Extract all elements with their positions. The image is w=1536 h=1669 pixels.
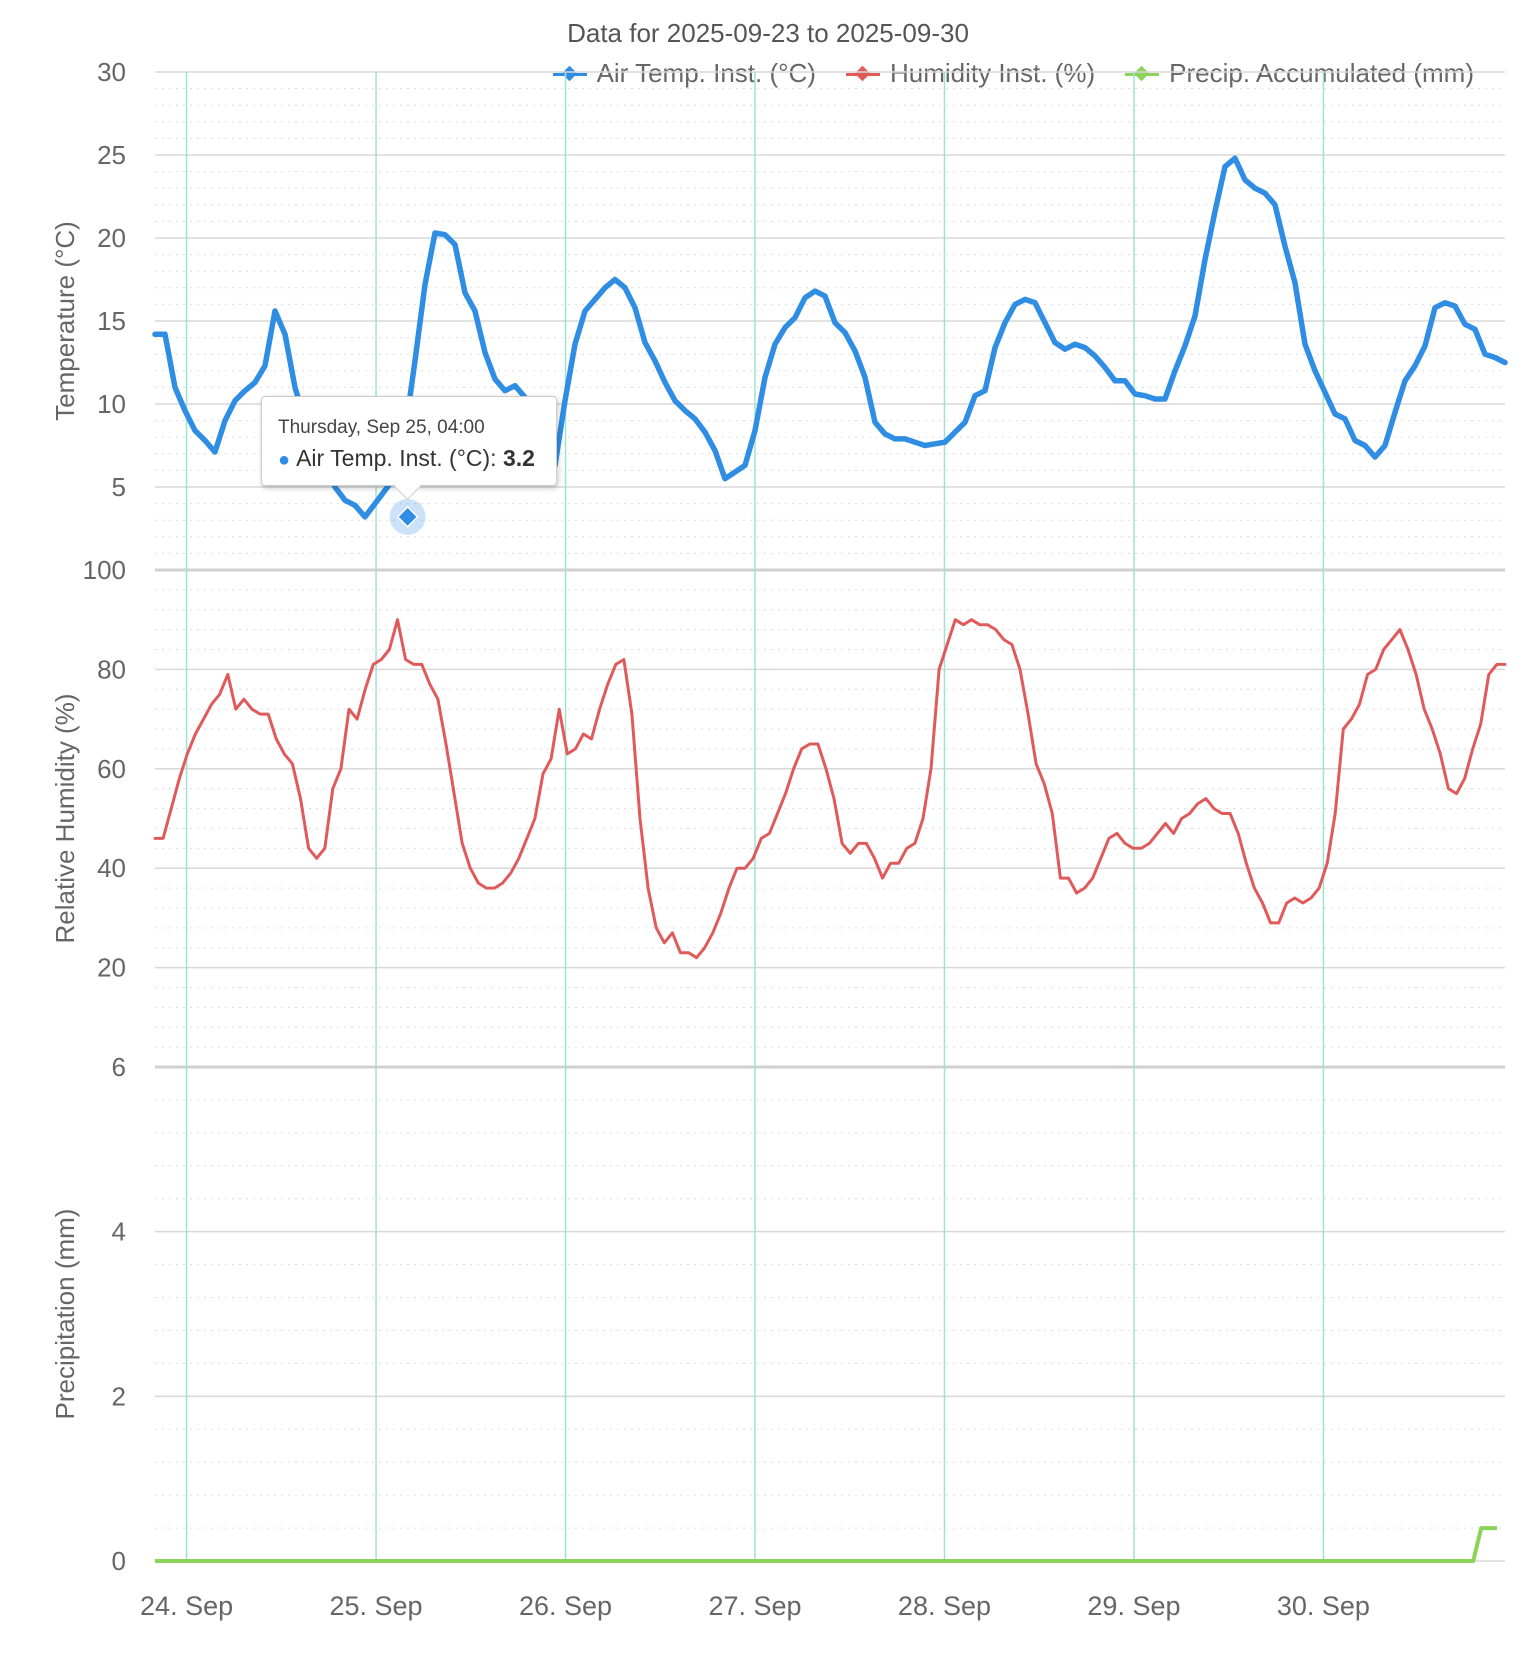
x-tick-label: 26. Sep — [519, 1591, 612, 1621]
y-tick-label: 20 — [97, 953, 126, 983]
y-tick-label: 2 — [112, 1381, 126, 1411]
tooltip-value: 3.2 — [502, 445, 535, 471]
y-tick-label: 40 — [97, 853, 126, 883]
y-tick-label: 80 — [97, 654, 126, 684]
x-tick-label: 29. Sep — [1087, 1591, 1180, 1621]
y-tick-label: 10 — [97, 389, 126, 419]
y-tick-label: 25 — [97, 140, 126, 170]
chart-title: Data for 2025-09-23 to 2025-09-30 — [567, 18, 969, 48]
x-tick-label: 24. Sep — [140, 1591, 233, 1621]
y-axis-title: Precipitation (mm) — [50, 1209, 80, 1420]
x-tick-label: 30. Sep — [1277, 1591, 1370, 1621]
legend-label: Precip. Accumulated (mm) — [1169, 58, 1474, 88]
x-tick-label: 25. Sep — [330, 1591, 423, 1621]
x-tick-label: 27. Sep — [708, 1591, 801, 1621]
legend-item-air-temp[interactable]: Air Temp. Inst. (°C) — [552, 58, 816, 89]
tooltip-series-label: Air Temp. Inst. (°C): — [296, 445, 497, 471]
legend-item-precip[interactable]: Precip. Accumulated (mm) — [1125, 58, 1474, 89]
tooltip: Thursday, Sep 25, 04:00 ● Air Temp. Inst.… — [261, 396, 557, 486]
precipitation-line — [155, 1526, 1498, 1563]
y-tick-label: 60 — [97, 754, 126, 784]
y-tick-label: 6 — [112, 1052, 126, 1082]
humidity-line — [153, 618, 1507, 960]
legend-marker-icon — [552, 64, 587, 84]
y-tick-label: 30 — [97, 57, 126, 87]
tooltip-line: ● Air Temp. Inst. (°C): 3.2 — [278, 445, 535, 472]
legend-marker-icon — [845, 64, 880, 84]
y-tick-label: 100 — [83, 555, 126, 585]
series-dot-icon: ● — [278, 449, 291, 471]
y-tick-label: 5 — [112, 472, 126, 502]
legend-label: Humidity Inst. (%) — [889, 58, 1096, 88]
legend-marker-icon — [1125, 64, 1160, 84]
y-tick-label: 20 — [97, 223, 126, 253]
tooltip-date: Thursday, Sep 25, 04:00 — [278, 417, 485, 438]
y-tick-label: 15 — [97, 306, 126, 336]
y-tick-label: 4 — [112, 1217, 126, 1247]
legend: Air Temp. Inst. (°C) Humidity Inst. (%) … — [552, 58, 1474, 89]
y-axis-title: Temperature (°C) — [50, 221, 80, 421]
y-tick-label: 0 — [112, 1546, 126, 1576]
x-tick-label: 28. Sep — [898, 1591, 991, 1621]
legend-item-humidity[interactable]: Humidity Inst. (%) — [845, 58, 1096, 89]
temperature-line — [152, 155, 1508, 520]
y-axis-title: Relative Humidity (%) — [50, 694, 80, 944]
hover-point — [396, 505, 419, 528]
legend-label: Air Temp. Inst. (°C) — [596, 58, 816, 88]
